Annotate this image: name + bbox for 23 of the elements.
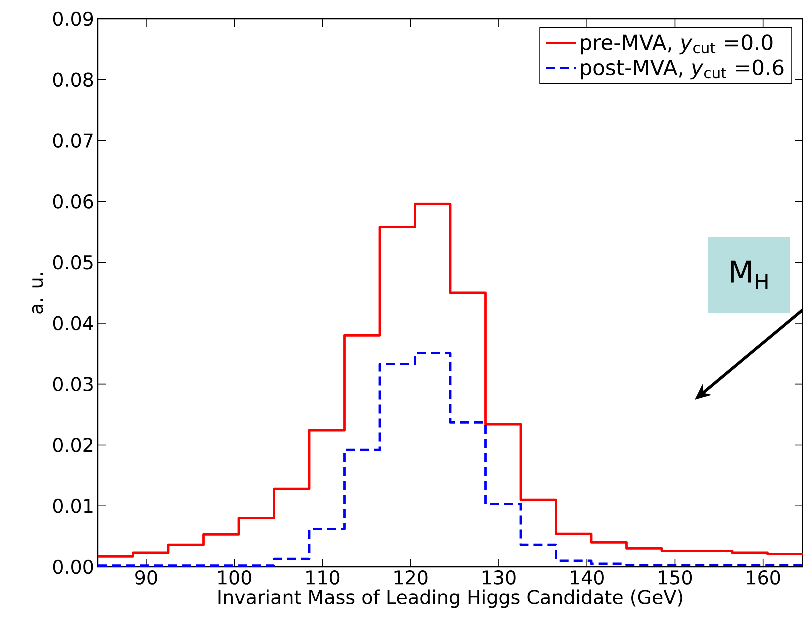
x-tick-label: 140	[571, 570, 604, 585]
x-tick-label: 100	[218, 570, 252, 585]
y-tick-label: 0.04	[53, 316, 94, 331]
x-tick-label: 160	[747, 570, 780, 585]
x-tick-label: 110	[306, 570, 340, 585]
y-tick-label: 0.00	[53, 560, 94, 574]
y-tick-label: 0.09	[53, 12, 94, 26]
y-tick-label: 0.06	[53, 194, 94, 209]
y-axis-title: a. u.	[32, 273, 44, 314]
annotation: M$_{H}$	[731, 260, 768, 290]
y-tick-label: 0.05	[53, 255, 93, 270]
x-tick-label: 120	[394, 570, 428, 585]
y-tick-label: 0.08	[53, 72, 94, 88]
legend-label: post-MVA, y$_{cut}$ =0.6	[581, 60, 784, 80]
legend-label: pre-MVA, y$_{cut}$ =0.0	[581, 34, 773, 55]
x-tick-label: 90	[136, 570, 158, 585]
x-axis-title: Invariant Mass of Leading Higgs Candidate (GeV)	[218, 590, 682, 608]
y-tick-label: 0.02	[53, 438, 93, 452]
y-tick-label: 0.07	[53, 134, 93, 148]
x-tick-label: 150	[659, 570, 692, 585]
y-tick-label: 0.03	[53, 377, 93, 392]
x-tick-label: 130	[482, 570, 516, 585]
y-tick-label: 0.01	[53, 498, 93, 514]
